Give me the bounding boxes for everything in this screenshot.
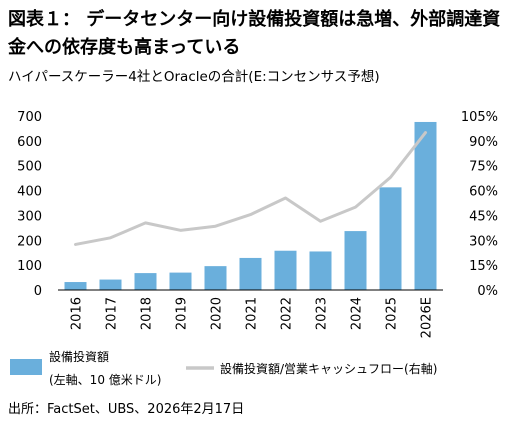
x-tick-label: 2024 [350, 297, 365, 330]
chart-title: 図表１： データセンター向け設備投資額は急増、外部調達資金への依存度も高まってい… [8, 9, 501, 58]
x-tick-label: 2016 [70, 297, 85, 330]
x-tick-label: 2020 [210, 297, 225, 330]
x-tick-label: 2025 [385, 297, 400, 330]
axes: 0 100 200 300 400 500 600 700 0% 15% 30% 45% 60% 75% 9… [17, 110, 498, 338]
bar-2016 [64, 282, 87, 290]
right-tick-label: 90% [469, 135, 498, 150]
bar-series [64, 121, 437, 290]
x-tick-label: 2019 [175, 297, 190, 330]
legend-bar-sublabel: (左軸、10 億米ドル) [49, 372, 161, 387]
right-tick-label: 105% [461, 110, 498, 125]
left-tick-label: 500 [17, 160, 42, 175]
x-tick-label: 2017 [105, 297, 120, 330]
bar-2017 [99, 279, 122, 290]
bar-2022 [274, 250, 297, 290]
bar-2025 [379, 187, 402, 290]
legend-line-label: 設備投資額/営業キャッシュフロー(右軸) [220, 361, 437, 376]
legend: 設備投資額 (左軸、10 億米ドル) 設備投資額/営業キャッシュフロー(右軸) [10, 349, 437, 387]
ratio-line [74, 131, 427, 246]
bar-2019 [169, 272, 192, 290]
left-tick-label: 300 [17, 209, 42, 224]
right-tick-label: 15% [469, 259, 498, 274]
line-series [74, 131, 427, 246]
bar-2020 [204, 266, 227, 290]
left-tick-label: 0 [34, 284, 42, 299]
left-tick-label: 700 [17, 110, 42, 125]
right-tick-label: 60% [469, 185, 498, 200]
bar-2023 [309, 251, 332, 290]
legend-bar-label: 設備投資額 [49, 349, 109, 364]
left-tick-label: 400 [17, 185, 42, 200]
left-tick-label: 200 [17, 234, 42, 249]
x-tick-label: 2022 [280, 297, 295, 330]
chart-subtitle: ハイパースケーラー4社とOracleの合計(E:コンセンサス予想) [8, 69, 380, 85]
bar-2021 [239, 257, 262, 290]
left-tick-label: 100 [17, 259, 42, 274]
left-tick-label: 600 [17, 135, 42, 150]
right-tick-label: 0% [477, 284, 498, 299]
source-note: 出所：FactSet、UBS、2026年2月17日 [8, 402, 245, 417]
right-tick-label: 45% [469, 209, 498, 224]
legend-bar-swatch [10, 359, 42, 375]
bar-2026E [414, 121, 437, 290]
x-tick-label: 2021 [245, 297, 260, 330]
x-tick-label: 2026E [420, 297, 435, 338]
bar-2018 [134, 273, 157, 290]
x-tick-label: 2023 [315, 297, 330, 330]
right-tick-label: 75% [469, 160, 498, 175]
bar-2024 [344, 231, 367, 290]
right-tick-label: 30% [469, 234, 498, 249]
x-tick-label: 2018 [140, 297, 155, 330]
